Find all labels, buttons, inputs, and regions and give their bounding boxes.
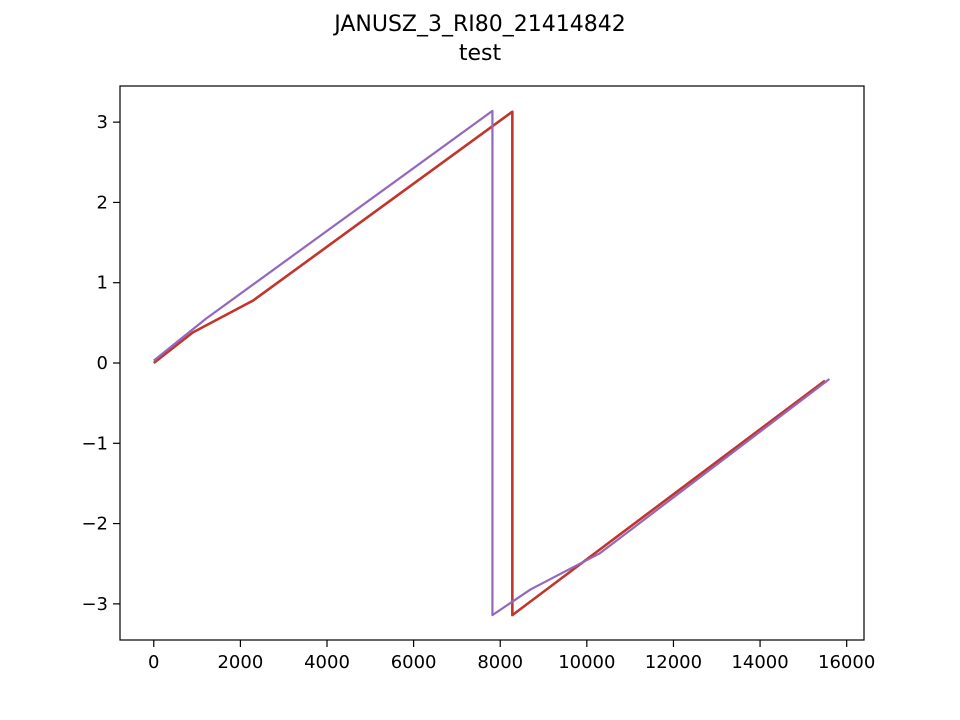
series-layer (152, 109, 831, 617)
x-tick-label: 12000 (645, 652, 702, 673)
x-tick-label: 2000 (217, 652, 263, 673)
tick-layer: 0 2000 4000 6000 8000 10000 12000 14000 16000 3 2 1… (81, 112, 875, 673)
plot-area-frame (119, 85, 865, 641)
x-tick-label: 4000 (304, 652, 350, 673)
y-tick-label: 2 (97, 192, 108, 213)
x-tick-label: 0 (148, 652, 159, 673)
chart-title: JANUSZ_3_RI80_21414842 (332, 12, 626, 37)
y-tick-label: 3 (97, 112, 108, 133)
y-tick-label: 0 (97, 353, 108, 374)
y-tick-label: −2 (81, 514, 108, 535)
y-tick-label: −1 (81, 433, 108, 454)
x-tick-label: 16000 (818, 652, 875, 673)
y-tick-label: 1 (97, 273, 108, 294)
chart-subtitle: test (459, 41, 502, 66)
x-tick-label: 8000 (477, 652, 523, 673)
x-tick-label: 14000 (731, 652, 788, 673)
series-line-2 (153, 109, 831, 617)
x-tick-label: 10000 (558, 652, 615, 673)
series-line-1 (152, 110, 826, 617)
x-tick-label: 6000 (391, 652, 437, 673)
y-tick-label: −3 (81, 594, 108, 615)
